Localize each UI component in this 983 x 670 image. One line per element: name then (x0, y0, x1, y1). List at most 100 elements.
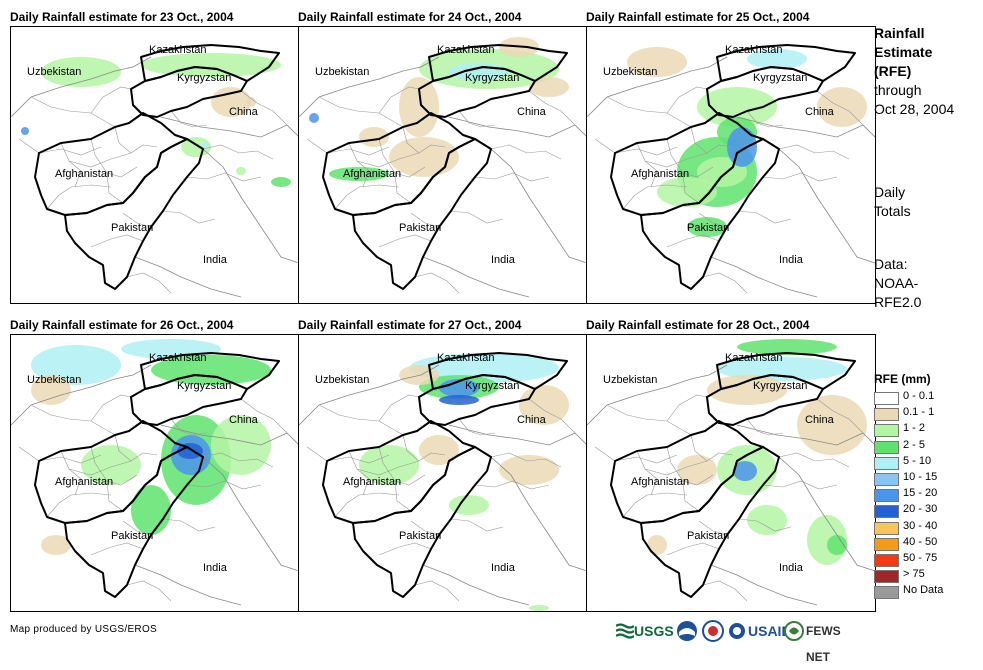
province-line (606, 404, 692, 436)
province-line (90, 394, 132, 422)
country-label-pakistan: Pakistan (111, 222, 153, 234)
province-line (394, 172, 412, 204)
province-line (202, 452, 274, 468)
country-label-kyrgyzstan: Kyrgyzstan (465, 72, 519, 84)
logo-strip: USGS USAID FEWS NET (616, 618, 866, 664)
rain-patch (271, 177, 291, 187)
province-line (636, 450, 708, 476)
province-line (622, 492, 688, 518)
province-line (60, 142, 132, 168)
border-line (736, 424, 875, 446)
usaid-logo: USAID (728, 618, 792, 644)
province-line (394, 480, 412, 512)
rain-patch (131, 485, 171, 535)
border-line (448, 116, 587, 138)
country-label-india: India (779, 562, 804, 574)
legend-label: 1 - 2 (903, 422, 926, 435)
pakistan-outline (640, 446, 780, 598)
kazakhstan-outline (140, 44, 280, 82)
country-label-kyrgyzstan: Kyrgyzstan (465, 380, 519, 392)
country-label-pakistan: Pakistan (111, 530, 153, 542)
province-line (126, 580, 172, 602)
province-line (126, 272, 172, 294)
rain-layer (31, 339, 271, 555)
country-label-india: India (779, 254, 804, 266)
country-label-china: China (517, 106, 547, 118)
province-line (474, 172, 550, 182)
country-label-uzbekistan: Uzbekistan (603, 66, 657, 78)
legend-swatch (874, 505, 899, 519)
rain-patch (529, 77, 569, 97)
country-label-uzbekistan: Uzbekistan (315, 66, 369, 78)
province-line (414, 272, 460, 294)
country-label-kazakhstan: Kazakhstan (437, 44, 494, 56)
rain-patch (177, 443, 203, 459)
province-line (666, 394, 708, 422)
data-line: NOAA- (874, 275, 919, 291)
rainfall-map[interactable]: Kazakhstan Uzbekistan Kyrgyzstan China Afgha… (298, 26, 588, 304)
legend-label: No Data (903, 584, 944, 597)
province-line (746, 418, 784, 436)
data-line: Data: (874, 256, 908, 272)
border-line (202, 148, 299, 264)
province-line (746, 110, 784, 128)
rain-patch (359, 445, 419, 485)
country-label-uzbekistan: Uzbekistan (27, 66, 81, 78)
province-line (622, 184, 688, 210)
country-label-kazakhstan: Kazakhstan (725, 44, 782, 56)
province-line (356, 160, 370, 188)
rain-patch (747, 505, 787, 535)
province-line (594, 446, 616, 462)
rain-patch (717, 357, 847, 381)
rainfall-map[interactable]: Kazakhstan Uzbekistan Kyrgyzstan China Afgha… (586, 26, 876, 304)
province-line (682, 172, 700, 204)
border-line (778, 148, 875, 264)
daily-line: Daily (874, 184, 906, 200)
rain-patch (733, 461, 757, 481)
legend-label: 50 - 75 (903, 551, 938, 564)
province-line (778, 452, 850, 468)
legend-swatch (874, 392, 899, 405)
legend-swatch (874, 521, 899, 535)
rain-patch (727, 127, 757, 167)
province-line (410, 520, 440, 536)
rain-patch (419, 435, 459, 465)
rain-patch (81, 445, 141, 485)
province-line (46, 492, 112, 518)
rain-patch (677, 455, 717, 485)
noaa-logo-icon (676, 618, 700, 644)
province-line (738, 210, 792, 224)
rain-patch (201, 142, 209, 148)
province-line (702, 580, 748, 602)
kazakhstan-outline (428, 352, 568, 390)
legend-swatch (874, 586, 899, 600)
panel-title: Daily Rainfall estimate for 24 Oct., 200… (298, 10, 522, 24)
rainfall-map[interactable]: Kazakhstan Uzbekistan Kyrgyzstan China Afgha… (10, 334, 300, 612)
legend-label: 20 - 30 (903, 503, 938, 516)
rain-patch (31, 345, 121, 385)
province-line (326, 146, 390, 156)
rainfall-map[interactable]: Kazakhstan Uzbekistan Kyrgyzstan China Afgha… (298, 334, 588, 612)
country-label-uzbekistan: Uzbekistan (603, 374, 657, 386)
province-line (458, 110, 496, 128)
pakistan-outline (352, 138, 492, 290)
province-line (762, 480, 838, 490)
rainfall-map[interactable]: Kazakhstan Uzbekistan Kyrgyzstan China Afgha… (10, 26, 300, 304)
province-line (348, 450, 420, 476)
province-line (106, 480, 124, 512)
country-label-india: India (491, 254, 516, 266)
legend-swatch (874, 440, 899, 454)
rainfall-map[interactable]: Kazakhstan Uzbekistan Kyrgyzstan China Afgha… (586, 334, 876, 612)
province-line (186, 172, 262, 182)
province-line (528, 90, 576, 126)
province-line (450, 518, 504, 532)
border-line (202, 456, 299, 572)
kazakhstan-outline (716, 44, 856, 82)
daily-line: Totals (874, 203, 911, 219)
province-line (68, 468, 82, 496)
map-canvas: Kazakhstan Uzbekistan Kyrgyzstan China Afgha… (299, 352, 587, 611)
border-line (160, 116, 299, 138)
border-line (422, 564, 530, 606)
province-line (778, 144, 850, 160)
panel-title: Daily Rainfall estimate for 25 Oct., 200… (586, 10, 810, 24)
